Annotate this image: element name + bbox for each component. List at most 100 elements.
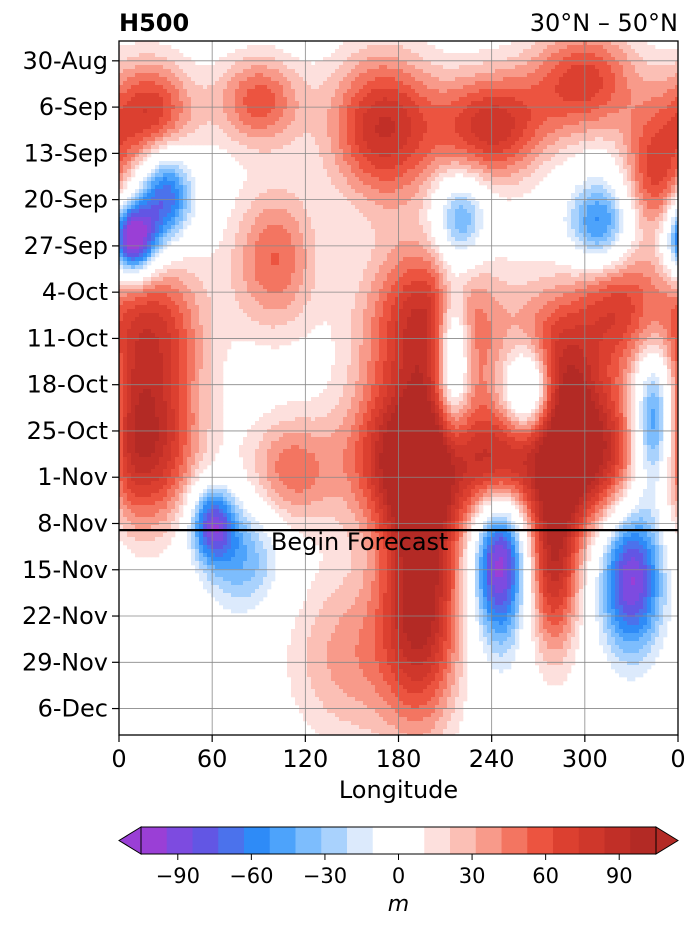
- field-cell: [627, 121, 632, 126]
- field-cell: [459, 157, 464, 162]
- field-cell: [555, 57, 560, 62]
- field-cell: [351, 109, 356, 114]
- field-cell: [323, 113, 328, 118]
- field-cell: [627, 137, 632, 142]
- field-cell: [411, 181, 416, 186]
- field-cell: [163, 121, 168, 126]
- field-cell: [427, 85, 432, 90]
- field-cell: [351, 149, 356, 154]
- field-cell: [643, 141, 648, 146]
- field-cell: [435, 177, 440, 182]
- field-cell: [523, 93, 528, 98]
- field-cell: [659, 173, 664, 178]
- field-cell: [251, 77, 256, 82]
- field-cell: [671, 185, 676, 190]
- field-cell: [471, 129, 476, 134]
- field-cell: [491, 177, 496, 182]
- field-cell: [243, 69, 248, 74]
- field-cell: [587, 125, 592, 130]
- field-cell: [355, 181, 360, 186]
- field-cell: [659, 113, 664, 118]
- field-cell: [559, 53, 564, 58]
- field-cell: [311, 85, 316, 90]
- field-cell: [507, 81, 512, 86]
- field-cell: [531, 161, 536, 166]
- field-cell: [427, 101, 432, 106]
- field-cell: [487, 97, 492, 102]
- field-cell: [407, 77, 412, 82]
- field-cell: [603, 53, 608, 58]
- field-cell: [175, 97, 180, 102]
- field-cell: [335, 161, 340, 166]
- field-cell: [327, 89, 332, 94]
- field-cell: [351, 121, 356, 126]
- field-cell: [247, 181, 252, 186]
- field-cell: [615, 81, 620, 86]
- field-cell: [367, 89, 372, 94]
- field-cell: [503, 181, 508, 186]
- field-cell: [455, 141, 460, 146]
- field-cell: [179, 69, 184, 74]
- field-cell: [607, 57, 612, 62]
- field-cell: [119, 121, 124, 126]
- field-cell: [347, 93, 352, 98]
- field-cell: [299, 185, 304, 190]
- field-cell: [623, 129, 628, 134]
- field-cell: [471, 73, 476, 78]
- field-cell: [255, 141, 260, 146]
- field-cell: [671, 109, 676, 114]
- field-cell: [627, 49, 632, 54]
- field-cell: [495, 77, 500, 82]
- field-cell: [203, 109, 208, 114]
- field-cell: [275, 61, 280, 66]
- field-cell: [307, 133, 312, 138]
- field-cell: [571, 121, 576, 126]
- field-cell: [595, 193, 600, 198]
- field-cell: [643, 165, 648, 170]
- field-cell: [247, 173, 252, 178]
- field-cell: [307, 201, 312, 206]
- field-cell: [403, 137, 408, 142]
- field-cell: [415, 173, 420, 178]
- field-cell: [431, 93, 436, 98]
- field-cell: [143, 97, 148, 102]
- field-cell: [299, 93, 304, 98]
- field-cell: [551, 157, 556, 162]
- field-cell: [187, 125, 192, 130]
- field-cell: [395, 181, 400, 186]
- field-cell: [359, 185, 364, 190]
- field-cell: [131, 65, 136, 70]
- field-cell: [171, 165, 176, 170]
- field-cell: [179, 73, 184, 78]
- field-cell: [243, 149, 248, 154]
- field-cell: [147, 153, 152, 158]
- field-cell: [607, 113, 612, 118]
- field-cell: [151, 197, 156, 202]
- field-cell: [347, 193, 352, 198]
- field-cell: [351, 173, 356, 178]
- field-cell: [543, 133, 548, 138]
- field-cell: [295, 197, 300, 202]
- field-cell: [455, 165, 460, 170]
- field-cell: [267, 101, 272, 106]
- field-cell: [455, 85, 460, 90]
- field-cell: [171, 77, 176, 82]
- field-cell: [135, 41, 140, 46]
- field-cell: [631, 121, 636, 126]
- field-cell: [659, 97, 664, 102]
- field-cell: [531, 181, 536, 186]
- field-cell: [291, 193, 296, 198]
- field-cell: [603, 49, 608, 54]
- field-cell: [383, 181, 388, 186]
- field-cell: [339, 161, 344, 166]
- field-cell: [323, 117, 328, 122]
- field-cell: [215, 125, 220, 130]
- field-cell: [499, 85, 504, 90]
- field-cell: [515, 45, 520, 50]
- field-cell: [419, 57, 424, 62]
- field-cell: [291, 117, 296, 122]
- field-cell: [595, 53, 600, 58]
- field-cell: [431, 133, 436, 138]
- field-cell: [391, 141, 396, 146]
- field-cell: [655, 101, 660, 106]
